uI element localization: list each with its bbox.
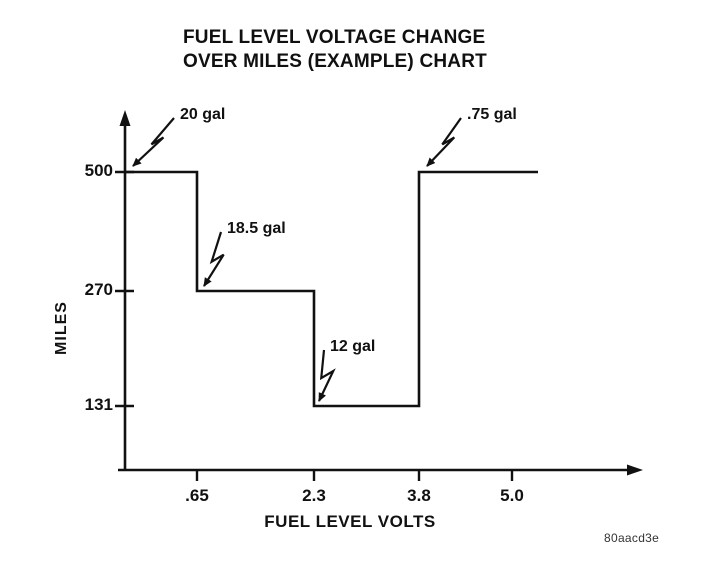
y-tick-label: 270 <box>84 280 113 299</box>
x-axis-label: FUEL LEVEL VOLTS <box>264 512 436 531</box>
annotation-label: 18.5 gal <box>227 220 286 237</box>
x-tick-label: .65 <box>185 486 209 505</box>
y-tick-label: 500 <box>84 161 113 180</box>
chart-title: FUEL LEVEL VOLTAGE CHANGE OVER MILES (EX… <box>183 26 487 74</box>
x-tick-label: 3.8 <box>407 486 431 505</box>
y-tick-label: 131 <box>84 395 113 414</box>
chart-title-line1: FUEL LEVEL VOLTAGE CHANGE <box>183 27 486 48</box>
figure-code: 80aacd3e <box>604 531 660 545</box>
annotation-label: 20 gal <box>180 106 226 123</box>
annotation-label: .75 gal <box>467 106 517 123</box>
x-tick-label: 2.3 <box>302 486 326 505</box>
annotation-label: 12 gal <box>330 338 376 355</box>
x-tick-label: 5.0 <box>500 486 524 505</box>
chart-title-line2: OVER MILES (EXAMPLE) CHART <box>183 51 487 72</box>
